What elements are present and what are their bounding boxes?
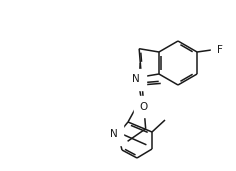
Text: O: O (140, 102, 148, 112)
Text: N: N (132, 74, 140, 84)
Text: F: F (217, 45, 223, 55)
Text: N: N (110, 129, 118, 139)
